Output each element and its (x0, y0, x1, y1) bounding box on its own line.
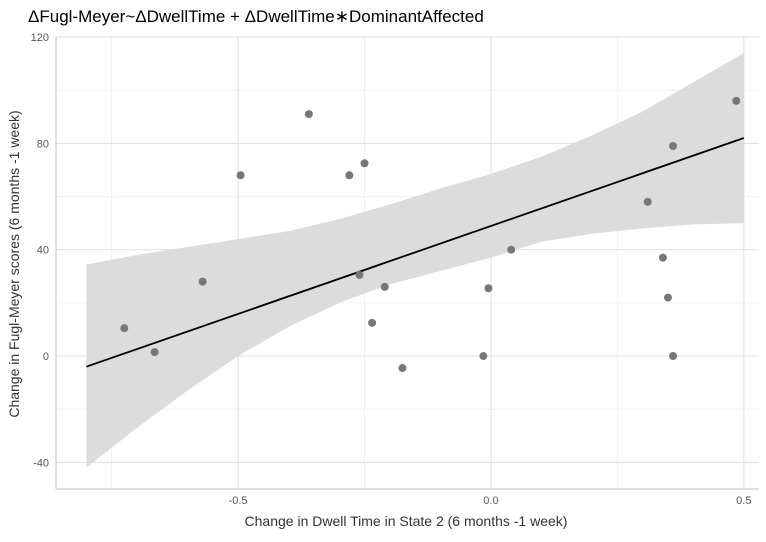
x-axis-title: Change in Dwell Time in State 2 (6 month… (245, 513, 568, 529)
data-point (669, 352, 678, 361)
tick-labels: -0.5 0.0 0.5 -40 0 40 80 120 (31, 32, 752, 507)
regression-line (86, 137, 745, 368)
confidence-band-group (86, 52, 744, 468)
data-point (150, 348, 159, 357)
axes (55, 37, 759, 490)
data-point (507, 245, 516, 254)
data-point (398, 364, 407, 373)
x-tick-label: -0.5 (229, 495, 248, 507)
fit-line-group (86, 137, 745, 368)
data-point (669, 142, 678, 151)
data-point (368, 318, 377, 327)
data-point (120, 324, 129, 333)
data-point (380, 282, 389, 291)
data-point (479, 352, 488, 361)
x-tick-label: 0.5 (736, 495, 751, 507)
data-point (360, 159, 369, 168)
data-point (643, 197, 652, 206)
confidence-band (86, 52, 744, 468)
y-tick-label: 40 (37, 245, 49, 257)
data-point (236, 171, 245, 180)
data-point (304, 110, 313, 119)
data-point (663, 293, 672, 302)
data-point (345, 171, 354, 180)
y-tick-label: 80 (37, 138, 49, 150)
data-point (355, 270, 364, 279)
data-point (198, 277, 207, 286)
y-tick-label: 0 (43, 351, 49, 363)
y-tick-label: 120 (31, 32, 49, 44)
data-point (658, 253, 667, 262)
data-point (732, 96, 741, 105)
data-point (484, 284, 493, 293)
data-points (120, 96, 741, 373)
y-tick-label: -40 (33, 457, 49, 469)
chart-title: ΔFugl-Meyer~ΔDwellTime + ΔDwellTime∗Domi… (28, 7, 484, 26)
y-axis-title: Change in Fugl-Meyer scores (6 months -1… (6, 110, 22, 417)
x-tick-label: 0.0 (483, 495, 498, 507)
